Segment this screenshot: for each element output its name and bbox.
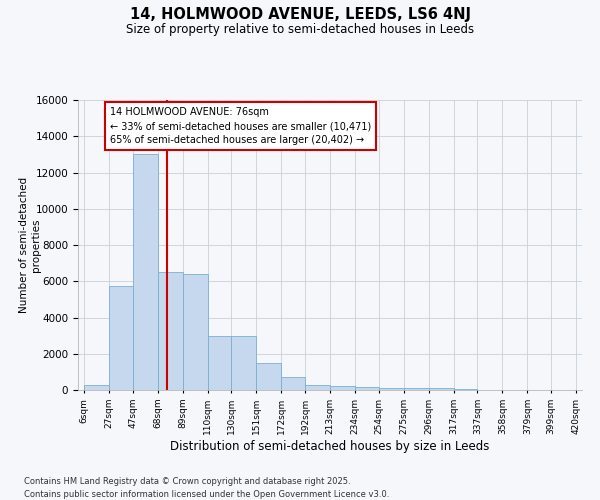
Text: Contains public sector information licensed under the Open Government Licence v3: Contains public sector information licen… — [24, 490, 389, 499]
Y-axis label: Number of semi-detached
properties: Number of semi-detached properties — [19, 177, 41, 313]
Text: 14 HOLMWOOD AVENUE: 76sqm
← 33% of semi-detached houses are smaller (10,471)
65%: 14 HOLMWOOD AVENUE: 76sqm ← 33% of semi-… — [110, 108, 371, 146]
Bar — [182, 274, 208, 390]
Bar — [428, 388, 454, 390]
Text: Contains HM Land Registry data © Crown copyright and database right 2025.: Contains HM Land Registry data © Crown c… — [24, 478, 350, 486]
Bar — [454, 389, 478, 390]
Bar — [256, 363, 281, 390]
Bar — [232, 336, 256, 390]
Bar — [281, 378, 305, 390]
Bar — [379, 388, 404, 390]
Text: Size of property relative to semi-detached houses in Leeds: Size of property relative to semi-detach… — [126, 22, 474, 36]
X-axis label: Distribution of semi-detached houses by size in Leeds: Distribution of semi-detached houses by … — [170, 440, 490, 452]
Bar — [133, 154, 158, 390]
Bar — [355, 388, 379, 390]
Bar — [158, 272, 182, 390]
Bar — [330, 386, 355, 390]
Bar — [305, 384, 330, 390]
Bar — [208, 336, 232, 390]
Bar — [84, 386, 109, 390]
Text: 14, HOLMWOOD AVENUE, LEEDS, LS6 4NJ: 14, HOLMWOOD AVENUE, LEEDS, LS6 4NJ — [130, 8, 470, 22]
Bar — [404, 388, 428, 390]
Bar — [109, 286, 133, 390]
